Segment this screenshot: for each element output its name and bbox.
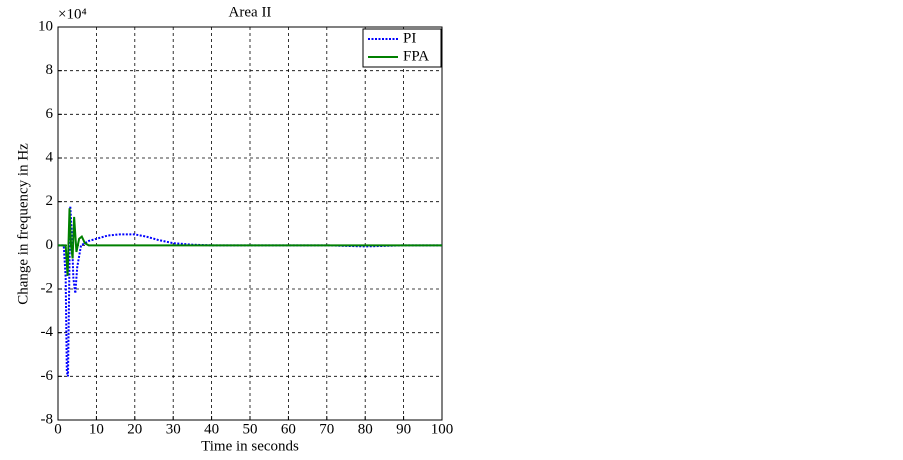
line-series bbox=[58, 208, 442, 276]
x-tick-label: 10 bbox=[89, 421, 104, 437]
plot-frame bbox=[57, 26, 443, 421]
x-tick-label: 30 bbox=[166, 421, 181, 437]
y-tick-label: -2 bbox=[41, 280, 54, 296]
legend-box bbox=[362, 28, 442, 68]
y-tick-label: 8 bbox=[46, 62, 54, 78]
y-axis-label: Change in frequency in Hz bbox=[15, 143, 31, 305]
x-tick-label: 20 bbox=[127, 421, 142, 437]
x-axis-label: Time in seconds bbox=[201, 438, 299, 454]
x-tick-label: 40 bbox=[204, 421, 219, 437]
x-tick-label: 80 bbox=[358, 421, 373, 437]
x-tick-label: 100 bbox=[431, 421, 454, 437]
y-multiplier: ×10⁴ bbox=[58, 6, 87, 22]
y-tick-label: -4 bbox=[41, 324, 54, 340]
x-tick-label: 60 bbox=[281, 421, 296, 437]
y-tick-label: -6 bbox=[41, 368, 54, 384]
x-tick-label: 70 bbox=[319, 421, 334, 437]
x-tick-label: 50 bbox=[243, 421, 258, 437]
x-tick-label: 90 bbox=[396, 421, 411, 437]
x-tick-label: 0 bbox=[54, 421, 62, 437]
y-tick-label: 4 bbox=[46, 149, 54, 165]
legend-label: PI bbox=[403, 30, 416, 46]
legend-label: FPA bbox=[403, 48, 429, 64]
y-tick-label: -8 bbox=[41, 411, 54, 427]
y-tick-label: 10 bbox=[38, 18, 53, 34]
chart-title: Area II bbox=[229, 4, 272, 20]
y-tick-label: 6 bbox=[46, 106, 54, 122]
y-tick-label: 2 bbox=[46, 193, 54, 209]
y-tick-label: 0 bbox=[46, 237, 54, 253]
